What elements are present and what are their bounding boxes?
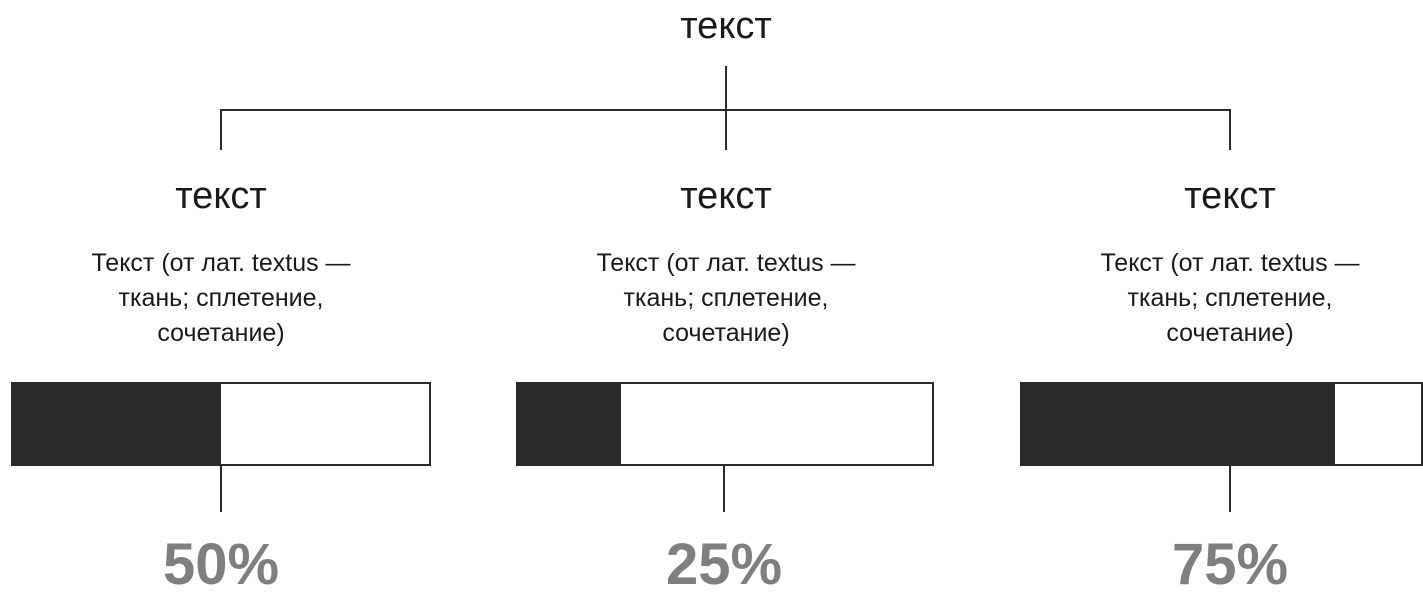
node-description-line: Текст (от лат. textus — xyxy=(91,249,351,277)
node-description-line: Текст (от лат. textus — xyxy=(596,249,856,277)
bar-tick-line-1 xyxy=(220,466,222,512)
node-description-2: Текст (от лат. textus — ткань; сплетение… xyxy=(516,246,936,351)
branch-line-left xyxy=(220,109,222,150)
node-title-3: текст xyxy=(1184,175,1276,217)
node-description-1: Текст (от лат. textus — ткань; сплетение… xyxy=(11,246,431,351)
node-description-line: Текст (от лат. textus — xyxy=(1100,249,1360,277)
node-description-line: ткань; сплетение, xyxy=(1127,284,1333,312)
node-description-line: ткань; сплетение, xyxy=(623,284,829,312)
progress-bar-2 xyxy=(516,382,934,466)
bar-tick-line-3 xyxy=(1229,466,1231,512)
node-description-line: ткань; сплетение, xyxy=(118,284,324,312)
progress-bar-1 xyxy=(11,382,431,466)
node-description-line: сочетание) xyxy=(662,319,790,347)
node-title-1: текст xyxy=(175,175,267,217)
node-description-line: сочетание) xyxy=(157,319,285,347)
branch-line-right xyxy=(1229,109,1231,150)
root-stem-line xyxy=(725,66,727,150)
node-description-3: Текст (от лат. textus — ткань; сплетение… xyxy=(1020,246,1423,351)
node-description-line: сочетание) xyxy=(1166,319,1294,347)
bar-tick-line-2 xyxy=(723,466,725,512)
progress-bar-fill-3 xyxy=(1022,384,1335,464)
progress-bar-fill-1 xyxy=(13,384,221,464)
root-title: текст xyxy=(680,5,772,47)
node-title-2: текст xyxy=(680,175,772,217)
progress-bar-fill-2 xyxy=(518,384,621,464)
percent-label-3: 75% xyxy=(1171,532,1289,597)
horizontal-connector-line xyxy=(220,109,1231,111)
percent-label-1: 50% xyxy=(162,532,280,597)
progress-bar-3 xyxy=(1020,382,1423,466)
percent-label-2: 25% xyxy=(665,532,783,597)
